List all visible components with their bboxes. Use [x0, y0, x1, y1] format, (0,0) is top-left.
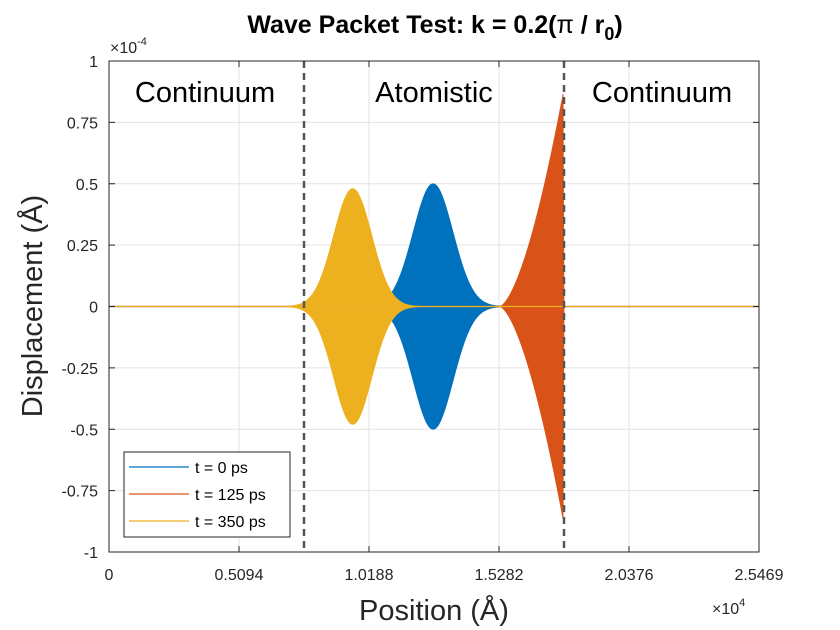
chart-title-pi: π	[557, 11, 574, 39]
x-tick-labels: 0 0.5094 1.0188 1.5282 2.0376 2.5469	[105, 567, 784, 584]
chart-title-close: )	[614, 11, 622, 39]
x-multiplier: ×104	[712, 597, 745, 618]
chart-title-slash: / r	[574, 11, 605, 39]
y-axis-label: Displacement (Å)	[16, 195, 49, 417]
chart-title-main: Wave Packet Test: k = 0.2(	[247, 11, 557, 39]
x-tick-label-4: 2.0376	[605, 567, 654, 584]
legend-label-t0: t = 0 ps	[195, 460, 248, 477]
x-multiplier-exponent: 4	[739, 597, 745, 609]
y-tick-label-8: -1	[84, 545, 98, 562]
x-axis-label: Position (Å)	[359, 594, 509, 627]
y-tick-label-2: 0.5	[76, 177, 98, 194]
legend: t = 0 ps t = 125 ps t = 350 ps	[123, 451, 291, 538]
legend-label-t350: t = 350 ps	[195, 514, 266, 531]
y-tick-label-5: -0.25	[62, 361, 99, 378]
y-tick-labels: 1 0.75 0.5 0.25 0 -0.25 -0.5 -0.75 -1	[62, 54, 99, 562]
x-tick-label-1: 0.5094	[215, 567, 264, 584]
x-tick-label-3: 1.5282	[475, 567, 524, 584]
y-tick-label-0: 1	[89, 54, 98, 71]
y-tick-label-4: 0	[89, 300, 98, 317]
y-multiplier: ×10-4	[110, 36, 147, 57]
chart-title: Wave Packet Test: k = 0.2(π / r0)	[247, 11, 622, 44]
region-boundaries	[302, 61, 566, 552]
x-tick-label-0: 0	[105, 567, 114, 584]
region-label-continuum-right: Continuum	[592, 77, 732, 109]
y-multiplier-exponent: -4	[137, 36, 147, 48]
region-label-atomistic: Atomistic	[375, 77, 493, 109]
series-layer	[109, 93, 759, 520]
y-tick-label-7: -0.75	[62, 484, 99, 501]
x-tick-label-5: 2.5469	[735, 567, 784, 584]
tick-marks	[108, 60, 760, 553]
region-label-continuum-left: Continuum	[135, 77, 275, 109]
y-tick-label-1: 0.75	[67, 115, 98, 132]
x-multiplier-base: ×10	[712, 601, 739, 618]
legend-label-t125: t = 125 ps	[195, 487, 266, 504]
x-tick-label-2: 1.0188	[345, 567, 394, 584]
chart-title-subscript: 0	[604, 24, 614, 44]
y-tick-label-3: 0.25	[67, 238, 98, 255]
y-tick-label-6: -0.5	[70, 422, 98, 439]
y-multiplier-base: ×10	[110, 40, 137, 57]
